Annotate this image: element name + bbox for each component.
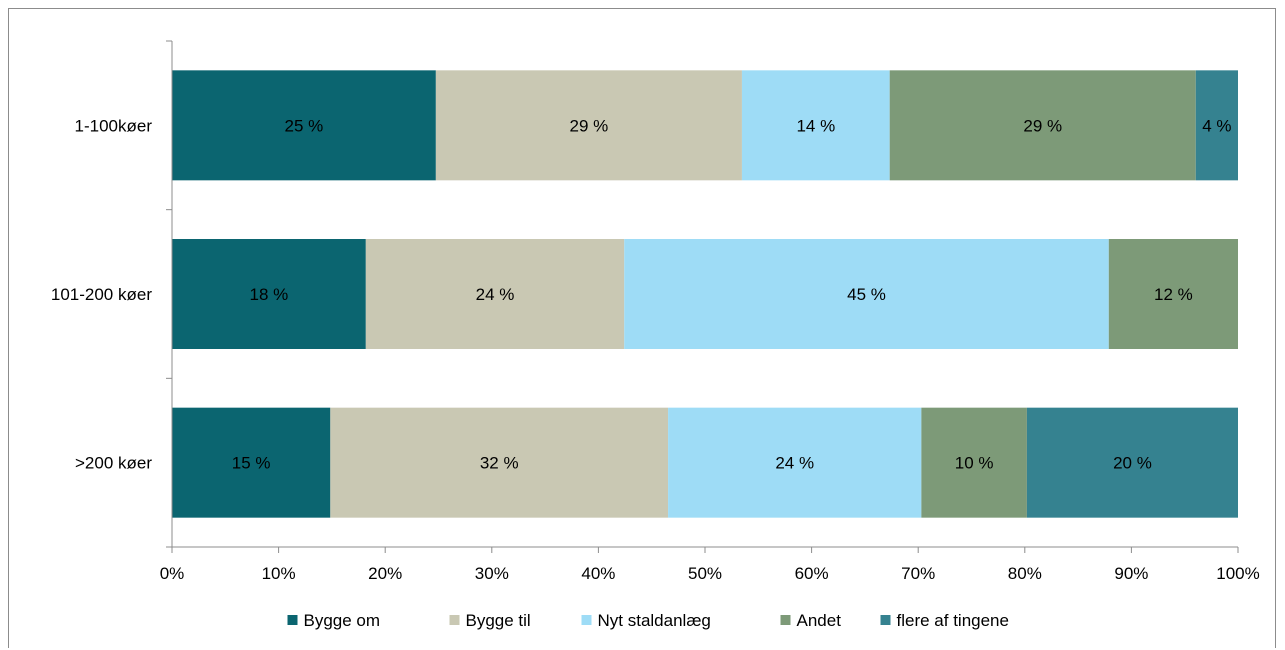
data-label: 29 % bbox=[1023, 116, 1062, 135]
legend-swatch bbox=[287, 615, 298, 625]
data-label: 12 % bbox=[1154, 285, 1193, 304]
y-tick-label: 1-100køer bbox=[75, 116, 153, 135]
x-tick-label: 40% bbox=[581, 564, 615, 583]
x-tick-label: 50% bbox=[688, 564, 722, 583]
bar-segment bbox=[1026, 407, 1238, 518]
data-label: 14 % bbox=[796, 116, 835, 135]
x-tick-label: 90% bbox=[1114, 564, 1148, 583]
data-label: 20 % bbox=[1113, 454, 1152, 473]
legend-swatch bbox=[449, 615, 460, 625]
data-label: 25 % bbox=[285, 116, 324, 135]
bar-segment bbox=[1108, 239, 1238, 349]
bar-segment bbox=[435, 70, 742, 181]
x-tick-label: 60% bbox=[795, 564, 829, 583]
y-tick-label: >200 køer bbox=[75, 454, 152, 473]
data-label: 4 % bbox=[1202, 116, 1231, 135]
data-label: 29 % bbox=[570, 116, 609, 135]
x-tick-label: 30% bbox=[475, 564, 509, 583]
x-tick-label: 10% bbox=[262, 564, 296, 583]
x-tick-label: 100% bbox=[1216, 564, 1259, 583]
bar-segment bbox=[889, 70, 1196, 181]
data-label: 45 % bbox=[847, 285, 886, 304]
data-label: 24 % bbox=[775, 454, 814, 473]
x-tick-label: 70% bbox=[901, 564, 935, 583]
bar-segment bbox=[172, 70, 436, 181]
legend-label: Bygge om bbox=[304, 611, 381, 630]
data-label: 32 % bbox=[480, 454, 519, 473]
y-tick-label: 101-200 køer bbox=[51, 285, 152, 304]
x-tick-label: 0% bbox=[160, 564, 185, 583]
x-tick-label: 20% bbox=[368, 564, 402, 583]
bar-segment bbox=[172, 407, 331, 518]
bar-segment bbox=[330, 407, 669, 518]
legend-swatch bbox=[581, 615, 592, 625]
legend-swatch bbox=[780, 615, 791, 625]
data-label: 18 % bbox=[250, 285, 289, 304]
bar-segment bbox=[365, 239, 625, 349]
bar-segment bbox=[172, 239, 366, 349]
legend-label: Bygge til bbox=[466, 611, 531, 630]
legend-label: Nyt staldanlæg bbox=[598, 611, 711, 630]
bar-segment bbox=[668, 407, 922, 518]
data-label: 10 % bbox=[955, 454, 994, 473]
data-label: 15 % bbox=[232, 454, 271, 473]
bar-segment bbox=[1195, 70, 1238, 181]
bar-segment bbox=[624, 239, 1109, 349]
bar-segment bbox=[741, 70, 890, 181]
legend-label: Andet bbox=[797, 611, 842, 630]
legend-swatch bbox=[880, 615, 891, 625]
bar-segment bbox=[921, 407, 1027, 518]
legend-label: flere af tingene bbox=[897, 611, 1009, 630]
data-label: 24 % bbox=[476, 285, 515, 304]
x-tick-label: 80% bbox=[1008, 564, 1042, 583]
